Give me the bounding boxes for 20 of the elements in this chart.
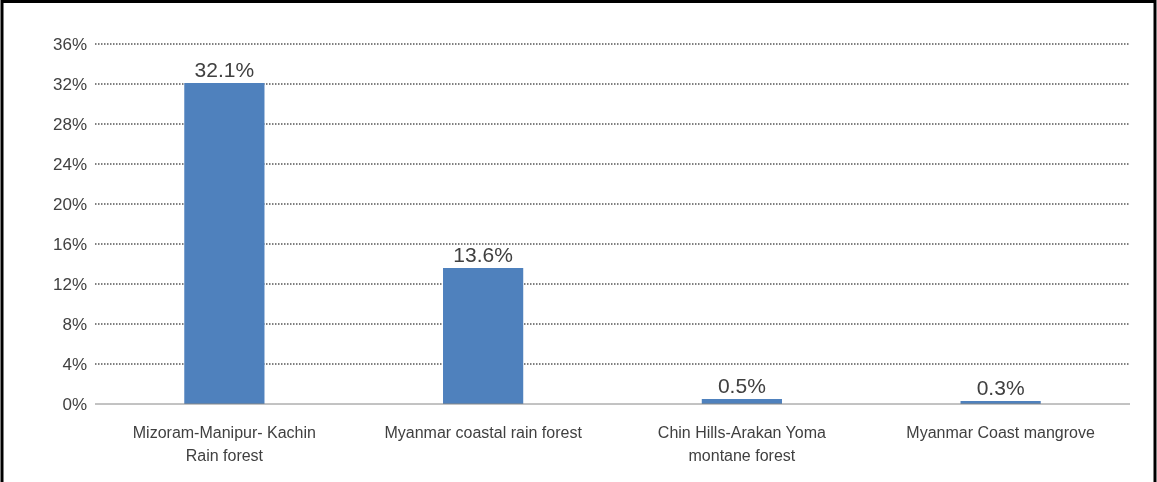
data-label: 0.3% xyxy=(976,376,1025,399)
y-tick-label: 24% xyxy=(52,154,87,174)
y-tick-label: 36% xyxy=(52,34,87,54)
bar xyxy=(443,268,524,404)
bar xyxy=(184,83,265,404)
x-tick-label: Myanmar Coast mangrove xyxy=(906,424,1095,441)
data-label: 32.1% xyxy=(194,58,255,81)
y-tick-label: 16% xyxy=(52,234,87,254)
y-tick-label: 4% xyxy=(62,354,87,374)
y-tick-label: 0% xyxy=(62,394,87,414)
y-tick-label: 8% xyxy=(62,314,87,334)
data-label: 13.6% xyxy=(453,243,513,266)
x-tick-label: Mizoram-Manipur- Kachin Rain forest xyxy=(132,424,316,464)
y-tick-label: 20% xyxy=(52,194,87,214)
y-tick-label: 28% xyxy=(52,114,87,134)
x-tick-label: Myanmar coastal rain forest xyxy=(384,424,583,441)
x-tick-label: Chin Hills-Arakan Yoma montane forest xyxy=(657,424,827,464)
data-label: 0.5% xyxy=(717,374,766,397)
y-tick-label: 12% xyxy=(52,274,87,294)
y-tick-label: 32% xyxy=(52,74,87,94)
